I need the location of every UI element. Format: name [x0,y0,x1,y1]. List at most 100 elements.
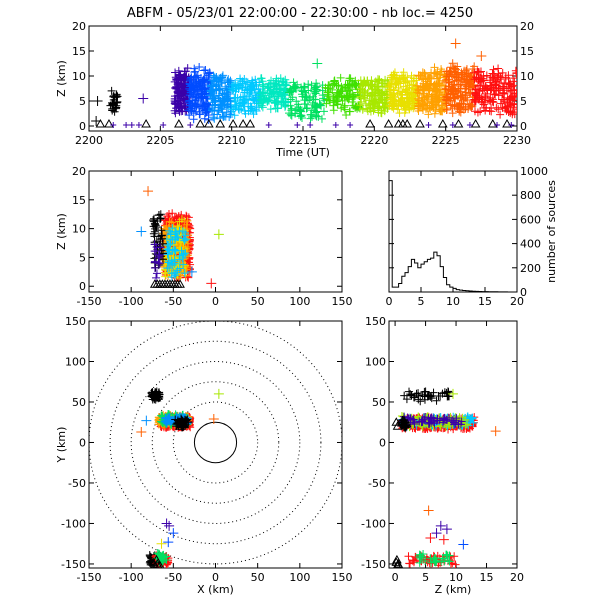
source-point [474,75,483,84]
y-tick-label-right: 1000 [520,165,548,178]
source-point [266,105,275,114]
x-tick-label: -100 [119,295,144,308]
y-tick-label: 5 [79,95,86,108]
source-point [360,77,369,86]
source-point [496,110,505,119]
station-marker [174,118,184,128]
source-point [430,80,439,89]
y-tick-label-right: 600 [520,213,541,226]
range-ring [130,360,301,524]
source-point [496,99,505,108]
station-marker [151,554,162,564]
source-point [255,78,264,87]
source-point [490,90,499,99]
station-marker [453,118,464,128]
source-point [509,81,517,90]
source-point [440,557,449,566]
source-point [415,550,424,559]
source-point [394,83,403,92]
source-point [410,556,419,565]
source-point [409,393,418,402]
x-tick-label: 2220 [360,134,388,147]
source-point [179,87,188,96]
source-point [184,213,193,222]
source-point [448,109,457,118]
source-point [481,92,490,101]
source-point [161,414,170,423]
source-point [326,96,335,105]
source-point [236,74,245,83]
source-point [175,83,184,92]
source-point [375,75,384,84]
y-tick-label: 150 [365,315,386,328]
source-point [475,94,484,103]
x-tick-label: 150 [332,571,353,584]
source-point [342,110,351,119]
source-point [150,232,159,241]
source-point [419,86,428,95]
source-point [346,74,355,83]
source-point [175,88,184,97]
source-point [340,105,349,114]
x-tick-label: 20 [510,295,524,308]
source-point [278,81,287,90]
source-point [293,80,302,89]
source-point [151,220,160,229]
source-point [389,85,398,94]
source-point [358,81,367,90]
source-point [167,273,176,282]
station-marker [153,391,164,400]
source-point [273,103,282,112]
source-point [395,97,404,106]
station-marker [487,118,498,128]
source-point [451,560,460,568]
source-point [191,72,200,81]
source-point [506,94,515,103]
source-point [311,101,320,110]
source-point [435,93,444,102]
x-tick-label: 150 [332,295,353,308]
source-point [154,258,163,267]
source-point [385,92,394,101]
source-point [150,257,159,266]
source-point [171,109,180,118]
source-point [240,74,249,83]
source-point [314,112,323,121]
source-point [491,90,500,99]
source-point [168,528,179,539]
source-point [312,108,321,117]
station-marker [228,118,238,128]
source-point [143,186,154,197]
range-ring [109,340,322,545]
ground-point [307,122,314,128]
y-tick-label: 0 [79,280,86,293]
source-point [367,76,376,85]
source-point [157,226,166,235]
x-tick-label: 0 [392,571,399,584]
station-marker [402,118,413,128]
x-tick-label: 10 [446,295,460,308]
source-point [454,82,463,91]
y-tick-label-right: 5 [520,95,527,108]
source-point [209,71,218,80]
source-point [450,418,459,427]
source-point [231,93,240,102]
x-tick-label: 50 [251,571,265,584]
source-point [512,69,517,78]
source-point [430,109,439,118]
source-point [494,64,503,73]
histogram-line [389,180,517,292]
source-point [435,79,444,88]
source-point [266,86,275,95]
source-point [424,91,433,100]
source-point [396,75,405,84]
source-point [248,86,257,95]
station-marker [393,558,404,568]
source-point [248,76,257,85]
source-point [506,80,515,89]
y-axis-label: number of sources [545,180,558,283]
source-point [154,210,163,219]
source-point [288,86,297,95]
source-point [405,104,414,113]
source-point [164,256,173,265]
